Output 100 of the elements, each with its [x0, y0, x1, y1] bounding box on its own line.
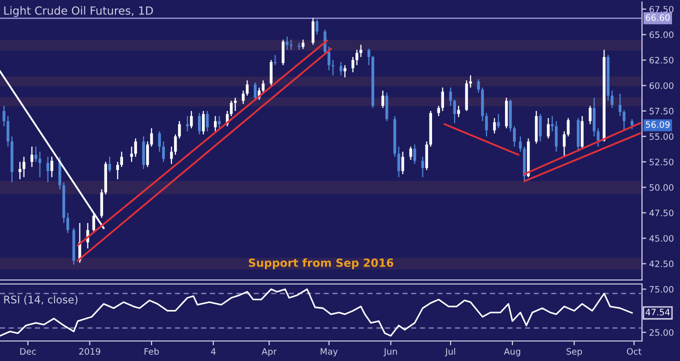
candlestick — [477, 78, 480, 94]
y-tick-label: 25.00 — [650, 329, 674, 336]
x-tick-label: Jul — [444, 348, 456, 356]
candlestick — [38, 151, 42, 178]
y-tick-label: 52.50 — [650, 158, 674, 166]
y-tick-label: 45.00 — [649, 235, 674, 242]
candlestick — [286, 36, 288, 50]
candlestick — [186, 115, 189, 132]
candlestick — [518, 136, 522, 152]
candlestick — [385, 92, 388, 122]
x-tick-label: Oct — [626, 348, 642, 355]
candlestick — [566, 118, 570, 137]
candlestick — [178, 120, 181, 140]
candlestick — [34, 146, 38, 162]
x-tick-label: Jun — [383, 348, 397, 356]
candlestick — [554, 120, 558, 152]
candlestick — [6, 115, 10, 148]
candlestick — [355, 49, 358, 66]
candlestick — [202, 110, 205, 135]
annotation: 47.54 — [646, 308, 670, 316]
candlestick — [312, 18, 314, 46]
candlestick — [120, 151, 124, 168]
candlestick — [538, 113, 542, 142]
candlestick — [100, 188, 104, 218]
candlestick — [596, 128, 600, 148]
ref-line-label: 66.60 — [646, 14, 670, 21]
candlestick — [409, 146, 412, 160]
candlestick — [425, 140, 428, 171]
candlestick — [170, 146, 173, 164]
candlestick — [130, 146, 133, 162]
candlestick — [359, 44, 362, 58]
candlestick — [142, 136, 145, 170]
candlestick — [332, 59, 334, 76]
candlestick — [18, 161, 22, 180]
candlestick — [214, 115, 217, 132]
candlestick — [449, 86, 452, 106]
candlestick — [190, 110, 193, 129]
text: RSI (14, close) — [4, 295, 78, 305]
y-tick-label: 57.50 — [650, 108, 674, 114]
candlestick — [397, 146, 400, 178]
candlestick — [630, 118, 634, 130]
y-tick-label: 60.00 — [650, 82, 674, 89]
y-tick-label: 67.50 — [650, 6, 674, 13]
candlestick — [282, 39, 285, 66]
candlestick — [469, 74, 472, 88]
x-tick-label: 4 — [210, 348, 216, 355]
y-tick-label: 62.50 — [650, 56, 674, 64]
candlestick — [453, 99, 456, 124]
candlestick — [290, 39, 292, 50]
x-tick-label: Feb — [144, 348, 159, 355]
candlestick — [146, 140, 149, 168]
candlestick — [328, 46, 330, 71]
candlestick — [206, 110, 209, 132]
candlestick — [22, 156, 26, 178]
annotation: 56.09 — [646, 121, 670, 128]
x-tick-label: Apr — [262, 348, 277, 356]
candlestick — [174, 134, 177, 156]
candlestick — [270, 59, 273, 86]
candlestick — [116, 161, 120, 180]
candlestick — [485, 112, 488, 137]
candlestick — [302, 39, 304, 50]
candlestick — [618, 93, 622, 117]
candlestick — [158, 130, 161, 152]
candlestick — [274, 54, 277, 66]
candlestick — [242, 90, 245, 104]
band-label: Support from Sep 2016 — [248, 258, 394, 270]
x-tick-label: Dec — [20, 348, 36, 355]
candlestick — [610, 90, 614, 108]
candlestick — [352, 56, 354, 73]
candlestick — [198, 112, 201, 135]
y-tick-label: 75.00 — [650, 286, 674, 293]
candlestick — [513, 126, 516, 148]
y-tick-label: 55.00 — [650, 133, 674, 140]
candlestick — [437, 105, 440, 117]
x-tick-label: Aug — [504, 348, 520, 356]
candlestick — [546, 118, 550, 140]
y-tick-label: 42.50 — [649, 260, 674, 268]
candlestick — [30, 146, 34, 168]
candlestick — [622, 109, 626, 131]
line-series — [0, 288, 633, 337]
candlestick — [150, 128, 153, 148]
x-tick-label: 2019 — [79, 348, 100, 355]
candlestick — [413, 144, 416, 164]
x-tick-label: Sep — [566, 348, 582, 356]
chart-title: Light Crude Oil Futures, 1D — [4, 6, 153, 17]
candlestick — [162, 140, 165, 162]
y-tick-label: 47.50 — [649, 210, 674, 216]
candlestick — [316, 18, 318, 36]
candlestick — [2, 105, 6, 127]
candlestick — [134, 138, 137, 158]
candlestick — [441, 86, 444, 112]
candlestick — [592, 97, 596, 137]
y-tick-label: 65.00 — [650, 31, 674, 38]
candlestick — [340, 62, 342, 76]
candlestick — [497, 113, 500, 129]
y-tick-label: 50.00 — [650, 184, 674, 191]
candlestick — [457, 105, 460, 118]
candlestick — [381, 90, 384, 108]
candlestick — [344, 64, 346, 78]
candlestick — [493, 118, 496, 134]
